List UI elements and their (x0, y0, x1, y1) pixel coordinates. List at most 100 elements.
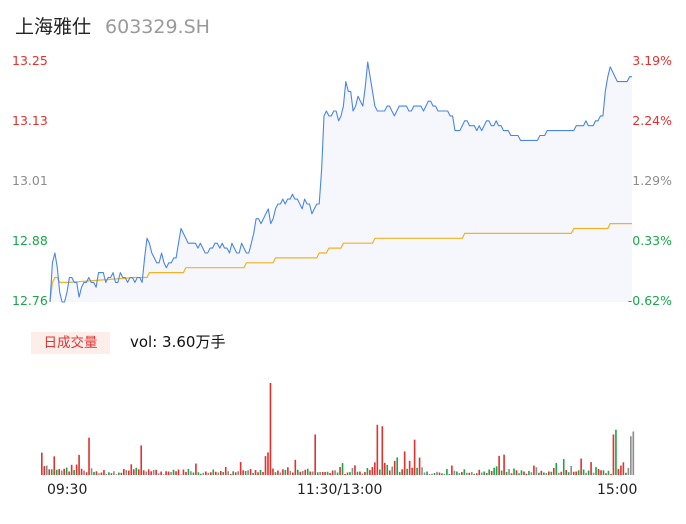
volume-bar (145, 471, 147, 475)
volume-bar (142, 470, 145, 475)
y-tick-left-1: 13.13 (12, 113, 48, 128)
volume-bar (480, 472, 483, 475)
volume-bar (540, 470, 543, 475)
volume-bar (80, 468, 83, 475)
volume-layer (41, 383, 635, 475)
price-layer (49, 61, 632, 303)
volume-bar (386, 464, 389, 475)
volume-bar (319, 472, 321, 475)
volume-bar (592, 472, 595, 475)
volume-bar (570, 466, 572, 475)
volume-bar (115, 474, 118, 475)
volume-bar (458, 473, 461, 475)
volume-bar (304, 469, 307, 475)
volume-bar (306, 468, 309, 475)
volume-bar (222, 472, 225, 475)
volume-bar (249, 469, 252, 475)
volume-bar (630, 436, 632, 475)
volume-bar (170, 472, 172, 475)
volume-bar (376, 424, 379, 475)
volume-bar (217, 472, 220, 475)
volume-bar (55, 469, 58, 475)
volume-bar (515, 470, 518, 475)
volume-bar (180, 474, 182, 475)
volume-bar (525, 473, 528, 475)
volume-bar (381, 426, 384, 475)
volume-bar (239, 462, 242, 475)
volume-bar (411, 467, 413, 475)
volume-bar (299, 471, 302, 475)
volume-bar (103, 470, 105, 475)
volume-bar (364, 472, 366, 475)
volume-bar (147, 469, 150, 475)
volume-bar (172, 469, 175, 475)
volume-bar (470, 472, 473, 475)
stock-name: 上海雅仕 (15, 16, 92, 38)
volume-bar (140, 445, 143, 475)
volume-bar (214, 471, 217, 475)
volume-bar (451, 465, 453, 475)
y-tick-right-2: 1.29% (632, 173, 672, 188)
volume-bar (550, 471, 553, 475)
volume-bar (441, 473, 443, 475)
volume-bar (575, 471, 577, 475)
volume-bar (165, 471, 167, 475)
volume-bar (105, 474, 108, 475)
volume-bar (595, 467, 597, 475)
volume-bar (48, 469, 51, 475)
volume-bar (349, 472, 351, 475)
volume-bar (485, 473, 488, 475)
volume-bar (600, 470, 602, 475)
volume-bar (70, 464, 73, 475)
volume-bar (580, 458, 582, 475)
volume-bar (426, 471, 428, 475)
volume-bar (396, 457, 399, 475)
volume-bar (135, 467, 138, 475)
volume-bar (68, 471, 70, 475)
volume-bar (528, 471, 530, 475)
volume-bar (110, 473, 113, 475)
volume-bar (545, 473, 548, 475)
volume-bar (289, 471, 292, 475)
volume-bar (468, 472, 471, 475)
volume-bar (463, 469, 466, 475)
volume-bar (513, 468, 515, 475)
volume-bar (232, 471, 234, 475)
volume-bar (508, 469, 510, 475)
volume-bar (344, 474, 346, 475)
volume-bar (505, 472, 508, 475)
volume-bar (612, 434, 615, 475)
volume-bar (160, 471, 162, 475)
volume-bar (488, 469, 490, 475)
volume-bar (50, 469, 53, 475)
volume-bar (475, 473, 478, 475)
volume-bar (321, 472, 324, 475)
volume-bar (359, 471, 361, 475)
volume-bar (182, 469, 185, 475)
volume-bar (543, 472, 545, 475)
volume-bar (366, 468, 369, 475)
volume-bar (632, 431, 635, 475)
y-tick-right-0: 3.19% (632, 53, 672, 68)
volume-bar (65, 467, 68, 475)
volume-bar (157, 473, 160, 475)
volume-bar (301, 471, 304, 475)
volume-bar (120, 472, 123, 475)
volume-bar (622, 462, 625, 475)
volume-bar (292, 472, 294, 475)
volume-bar (207, 472, 210, 475)
x-tick-close: 15:00 (597, 482, 638, 498)
volume-bar (520, 470, 523, 475)
volume-bar (63, 468, 65, 475)
volume-badge: 日成交量 (31, 332, 110, 354)
volume-bar (296, 469, 299, 475)
volume-bar (602, 470, 605, 475)
volume-bar (605, 473, 607, 475)
volume-bar (433, 473, 436, 475)
volume-bar (423, 472, 426, 475)
volume-bar (100, 472, 103, 475)
volume-bar (406, 468, 408, 475)
volume-bar (336, 472, 339, 475)
stock-header: 上海雅仕 603329.SH (15, 12, 210, 40)
volume-bar (185, 472, 187, 475)
